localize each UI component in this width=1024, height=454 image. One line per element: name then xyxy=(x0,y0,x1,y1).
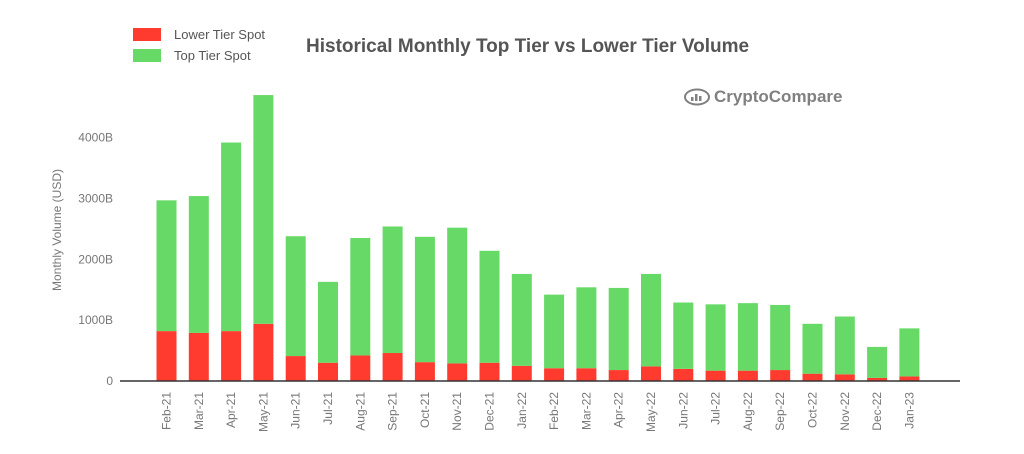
x-tick-label: Jun-21 xyxy=(289,392,303,429)
bar-lower-tier xyxy=(350,355,371,381)
bar-top-tier xyxy=(608,287,629,371)
bar-lower-tier xyxy=(770,370,791,381)
x-tick-label: Mar-22 xyxy=(579,392,593,430)
bar-lower-tier xyxy=(867,377,888,381)
bar-top-tier xyxy=(447,227,468,364)
bar-top-tier xyxy=(253,95,274,324)
bar-top-tier xyxy=(188,196,209,333)
legend-label-top-tier: Top Tier Spot xyxy=(174,48,251,63)
legend: Lower Tier Spot Top Tier Spot xyxy=(133,24,265,66)
bar-top-tier xyxy=(576,287,597,369)
bar-top-tier xyxy=(673,302,694,369)
bar-top-tier xyxy=(221,142,242,332)
y-tick-label: 0 xyxy=(106,374,113,388)
bar-lower-tier xyxy=(641,366,661,381)
x-tick-label: Dec-21 xyxy=(483,392,497,431)
chart-title: Historical Monthly Top Tier vs Lower Tie… xyxy=(306,36,750,57)
legend-item-top-tier: Top Tier Spot xyxy=(133,45,265,66)
x-tick-label: Jun-22 xyxy=(676,392,690,429)
x-tick-label: Oct-21 xyxy=(418,392,432,428)
bar-lower-tier xyxy=(737,370,758,381)
y-tick-label: 2000B xyxy=(78,252,113,266)
x-tick-label: Feb-21 xyxy=(160,392,174,430)
watermark-text: CryptoCompare xyxy=(714,87,843,106)
bar-top-tier xyxy=(867,346,888,378)
bar-top-tier xyxy=(318,281,338,363)
bar-lower-tier xyxy=(382,353,403,381)
y-tick-label: 4000B xyxy=(78,131,113,145)
bar-lower-tier xyxy=(479,362,500,381)
bar-lower-tier xyxy=(802,373,823,381)
x-tick-label: Nov-21 xyxy=(450,392,464,431)
bar-lower-tier xyxy=(576,368,597,381)
bar-lower-tier xyxy=(673,368,694,381)
bar-lower-tier xyxy=(188,332,209,381)
bar-top-tier xyxy=(544,294,565,369)
x-tick-label: Aug-21 xyxy=(353,392,367,431)
bar-top-tier xyxy=(285,236,306,357)
cryptocompare-logo-icon xyxy=(684,88,710,106)
bar-lower-tier xyxy=(899,376,920,381)
bar-lower-tier xyxy=(705,370,726,381)
legend-swatch-top-tier xyxy=(133,49,161,62)
y-tick-label: 3000B xyxy=(78,192,113,206)
bar-lower-tier xyxy=(608,370,629,381)
x-tick-label: Jul-22 xyxy=(709,392,723,425)
bar-lower-tier xyxy=(414,362,435,381)
bar-lower-tier xyxy=(834,374,855,381)
bar-lower-tier xyxy=(511,365,532,381)
bar-top-tier xyxy=(899,328,920,377)
bar-lower-tier xyxy=(253,323,274,381)
bar-lower-tier xyxy=(447,363,468,381)
bar-top-tier xyxy=(834,316,855,375)
y-axis-label: Monthly Volume (USD) xyxy=(50,168,64,292)
bar-top-tier xyxy=(770,304,791,371)
x-tick-label: Nov-22 xyxy=(838,392,852,431)
x-tick-label: May-22 xyxy=(644,392,658,432)
bar-top-tier xyxy=(641,273,661,367)
bar-lower-tier xyxy=(221,331,242,381)
x-tick-label: Sep-21 xyxy=(386,392,400,431)
x-tick-label: Aug-22 xyxy=(741,392,755,431)
bar-top-tier xyxy=(802,323,823,374)
x-tick-label: Dec-22 xyxy=(870,392,884,431)
bar-top-tier xyxy=(414,236,435,363)
legend-item-lower-tier: Lower Tier Spot xyxy=(133,24,265,45)
x-tick-label: Apr-22 xyxy=(612,392,626,428)
bar-top-tier xyxy=(511,273,532,366)
bar-top-tier xyxy=(382,226,403,354)
x-tick-label: Mar-21 xyxy=(192,392,206,430)
y-tick-label: 1000B xyxy=(78,313,113,327)
bar-lower-tier xyxy=(544,368,565,381)
x-tick-label: Feb-22 xyxy=(547,392,561,430)
x-tick-label: Sep-22 xyxy=(773,392,787,431)
bar-top-tier xyxy=(737,303,758,371)
cryptocompare-watermark: CryptoCompare xyxy=(684,87,842,107)
x-tick-label: May-21 xyxy=(256,392,270,432)
bar-top-tier xyxy=(350,238,371,356)
bar-lower-tier xyxy=(318,362,338,381)
x-tick-label: Apr-21 xyxy=(224,392,238,428)
x-tick-label: Jan-23 xyxy=(902,392,916,429)
legend-swatch-lower-tier xyxy=(133,28,161,41)
bar-lower-tier xyxy=(285,356,306,381)
x-tick-label: Jul-21 xyxy=(321,392,335,425)
bar-top-tier xyxy=(156,200,177,332)
x-tick-label: Oct-22 xyxy=(806,392,820,428)
bar-top-tier xyxy=(479,250,500,363)
bar-top-tier xyxy=(705,304,726,371)
x-tick-label: Jan-22 xyxy=(515,392,529,429)
legend-label-lower-tier: Lower Tier Spot xyxy=(174,27,266,42)
bar-lower-tier xyxy=(156,331,177,381)
